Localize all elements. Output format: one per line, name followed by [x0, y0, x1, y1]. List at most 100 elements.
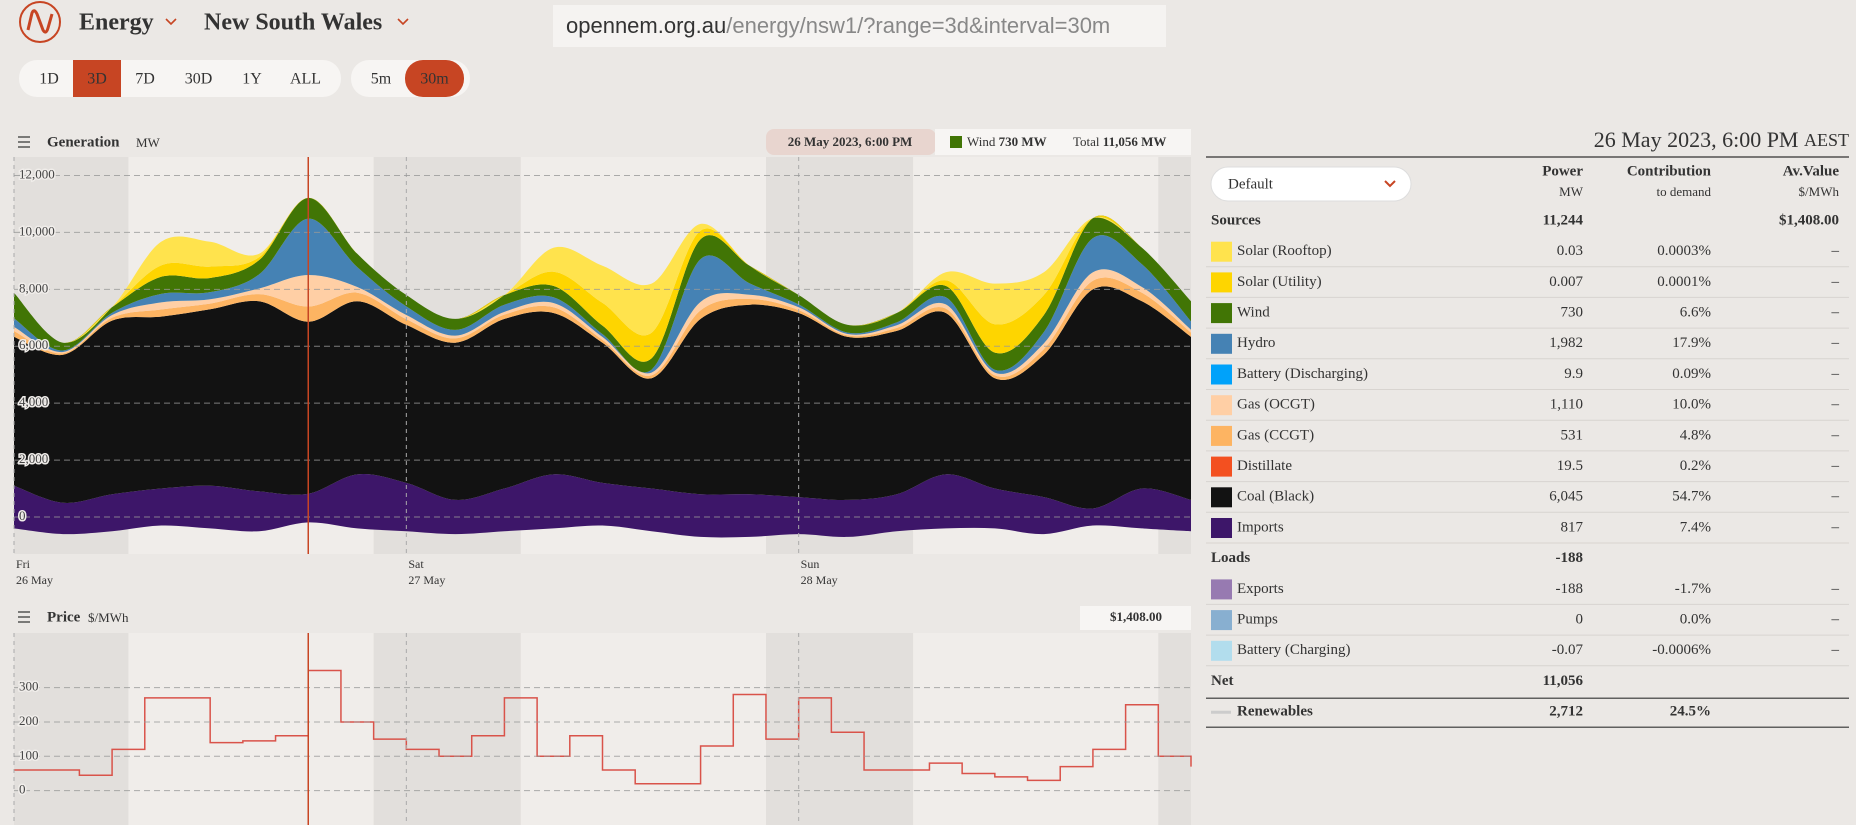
button[interactable]: 30m	[420, 71, 449, 88]
cell-power: 730	[1561, 305, 1584, 321]
chevron	[1384, 180, 1396, 188]
y-tick-label: 4,000	[19, 394, 48, 409]
button[interactable]: 5m	[371, 71, 392, 88]
cell-contribution: 6.6%	[1680, 305, 1711, 321]
button[interactable]: 1Y	[242, 71, 262, 88]
night-band	[1158, 633, 1191, 825]
cell-contribution: 0.09%	[1672, 366, 1711, 382]
tooltip-total-value: 11,056 MW	[1103, 134, 1167, 149]
generation-header: Generation MW 26 May 2023, 6:00 PM Wind …	[18, 129, 1191, 155]
column-unit: MW	[1559, 184, 1584, 199]
chevron	[397, 18, 409, 26]
y-tick-label: 0	[19, 508, 26, 523]
cell-value: $1,408.00	[1779, 212, 1839, 228]
chart-title: Generation	[47, 134, 120, 150]
row-label: Pumps	[1237, 612, 1278, 628]
dropdown-label: Default	[1228, 176, 1274, 192]
x-tick-date: 28 May	[801, 573, 838, 587]
section-menu[interactable]: Energy	[79, 10, 154, 36]
cell-value: –	[1831, 366, 1840, 382]
row-label: Hydro	[1237, 335, 1275, 351]
url-bar[interactable]	[553, 5, 1166, 47]
cell-power: 0.007	[1549, 274, 1583, 290]
cell-power: 1,110	[1550, 397, 1583, 413]
night-band	[373, 633, 521, 825]
group-label: Net	[1211, 673, 1234, 689]
cell-value: –	[1831, 427, 1840, 443]
region-menu[interactable]: New South Wales	[204, 10, 382, 36]
cell-power: 531	[1561, 427, 1584, 443]
y-tick-label: 10,000	[19, 223, 55, 238]
cell-value: –	[1831, 642, 1840, 658]
row-label: Coal (Black)	[1237, 489, 1314, 505]
y-tick-label: 300	[19, 679, 39, 694]
button[interactable]: 3D	[87, 71, 107, 88]
cell-contribution: 4.8%	[1680, 427, 1711, 443]
cell-power: 11,056	[1543, 673, 1584, 689]
swatch	[1211, 425, 1232, 446]
swatch	[1211, 610, 1232, 631]
tooltip-date: 26 May 2023, 6:00 PM	[788, 134, 913, 149]
swatch	[1211, 272, 1232, 293]
y-tick-label: 8,000	[19, 280, 48, 295]
cell-power: 2,712	[1549, 704, 1583, 720]
button[interactable]: 7D	[135, 71, 155, 88]
cell-power: 817	[1561, 519, 1584, 535]
cell-power: -0.07	[1552, 642, 1584, 658]
cell-value: –	[1831, 397, 1840, 413]
swatch	[1211, 303, 1232, 324]
menu-icon[interactable]	[18, 136, 30, 148]
swatch	[1211, 579, 1232, 600]
night-band	[14, 633, 129, 825]
cell-value: –	[1831, 243, 1840, 259]
cell-value: –	[1831, 612, 1840, 628]
timezone: AEST	[1804, 130, 1849, 150]
y-tick-label: 200	[19, 713, 39, 728]
cell-contribution: 17.9%	[1672, 335, 1711, 351]
y-tick-label: 100	[19, 747, 39, 762]
button[interactable]: ALL	[290, 71, 321, 88]
tooltip-date-box	[766, 129, 936, 155]
button[interactable]: 1D	[39, 71, 59, 88]
button-active[interactable]	[405, 60, 464, 97]
dropdown[interactable]	[1210, 166, 1412, 202]
cell-contribution: 0.0%	[1680, 612, 1711, 628]
swatch	[1211, 333, 1232, 354]
y-tick-label: 12,000	[19, 166, 55, 181]
price-chart: 0 100 200 300	[13, 633, 1192, 825]
cell-value: –	[1831, 305, 1840, 321]
group-label: Sources	[1211, 212, 1261, 228]
tooltip-series-name: Wind	[967, 134, 996, 149]
column-title: Power	[1542, 163, 1583, 179]
cell-contribution: 10.0%	[1672, 397, 1711, 413]
tooltip-total: Total 11,056 MW	[1073, 134, 1166, 149]
logo[interactable]	[19, 1, 61, 43]
unit: $/MWh	[88, 610, 129, 625]
menu-icon[interactable]	[18, 611, 30, 623]
x-tick-label: Sat	[408, 557, 424, 571]
logo-mark	[26, 9, 54, 34]
url-host: opennem.org.au	[566, 13, 726, 38]
tooltip-swatch	[950, 136, 962, 148]
swatch	[1211, 395, 1232, 416]
column-title: Av.Value	[1783, 163, 1840, 179]
tooltip-value: 730 MW	[999, 134, 1047, 149]
button-active[interactable]	[73, 60, 121, 97]
plot-background	[14, 633, 1191, 825]
price-line	[14, 669, 1192, 785]
row-label: Imports	[1237, 519, 1284, 535]
row-label: Solar (Rooftop)	[1237, 243, 1332, 259]
cell-contribution: -1.7%	[1675, 581, 1711, 597]
cell-value: –	[1831, 335, 1840, 351]
cell-power: 19.5	[1557, 458, 1583, 474]
cell-value: –	[1831, 489, 1840, 505]
button[interactable]: 30D	[185, 71, 213, 88]
cell-power: 9.9	[1564, 366, 1583, 382]
group-label: Loads	[1211, 550, 1250, 566]
cell-contribution: 7.4%	[1680, 519, 1711, 535]
y-tick-label: 6,000	[19, 337, 48, 352]
column-unit: $/MWh	[1799, 184, 1840, 199]
cell-value: –	[1831, 458, 1840, 474]
cell-value: –	[1831, 519, 1840, 535]
